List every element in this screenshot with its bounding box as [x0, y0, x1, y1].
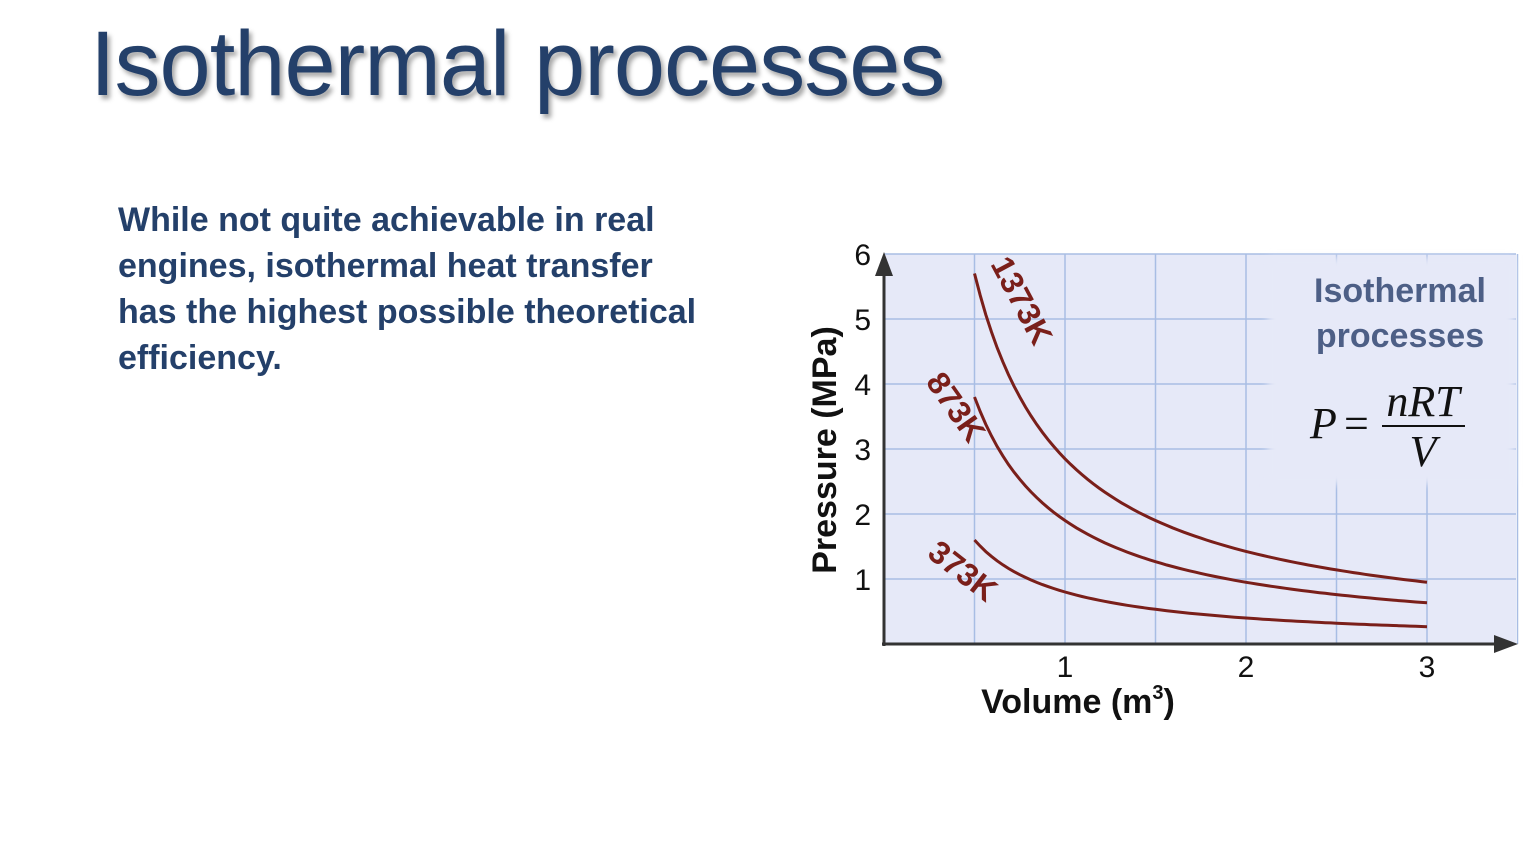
x-tick-label: 3 — [1419, 651, 1436, 684]
y-tick-label: 3 — [854, 434, 871, 467]
y-tick-label: 6 — [854, 239, 871, 272]
inset-title-line2: processes — [1316, 317, 1484, 355]
y-tick-label: 2 — [854, 499, 871, 532]
x-axis-arrow — [1494, 635, 1518, 653]
x-axis-label: Volume (m3) — [981, 682, 1175, 721]
y-tick-label: 1 — [854, 564, 871, 597]
formula-lhs: P — [1309, 399, 1337, 448]
x-tick-label: 2 — [1238, 651, 1255, 684]
y-tick-label: 4 — [854, 369, 871, 402]
formula-denominator: V — [1410, 427, 1442, 476]
tick-labels: 1 2 3 1 2 3 4 5 6 — [854, 239, 1435, 684]
y-axis-arrow — [875, 252, 893, 276]
formula-equals: = — [1344, 399, 1369, 448]
inset-title-line1: Isothermal — [1314, 272, 1486, 310]
formula-box-background — [1268, 258, 1514, 484]
curves — [973, 273, 1428, 629]
axes — [875, 252, 1518, 653]
slide-title: Isothermal processes — [90, 13, 945, 115]
y-tick-label: 5 — [854, 304, 871, 337]
formula-numerator: nRT — [1386, 377, 1463, 426]
x-tick-label: 1 — [1057, 651, 1074, 684]
y-axis-label: Pressure (MPa) — [806, 326, 844, 574]
curve-873K — [973, 396, 1428, 605]
curve-1373K — [973, 273, 1428, 584]
curve-373K — [973, 538, 1428, 629]
formula-box: Isothermal processes P = nRT V — [1268, 258, 1514, 484]
body-text: While not quite achievable in real engin… — [118, 201, 697, 377]
